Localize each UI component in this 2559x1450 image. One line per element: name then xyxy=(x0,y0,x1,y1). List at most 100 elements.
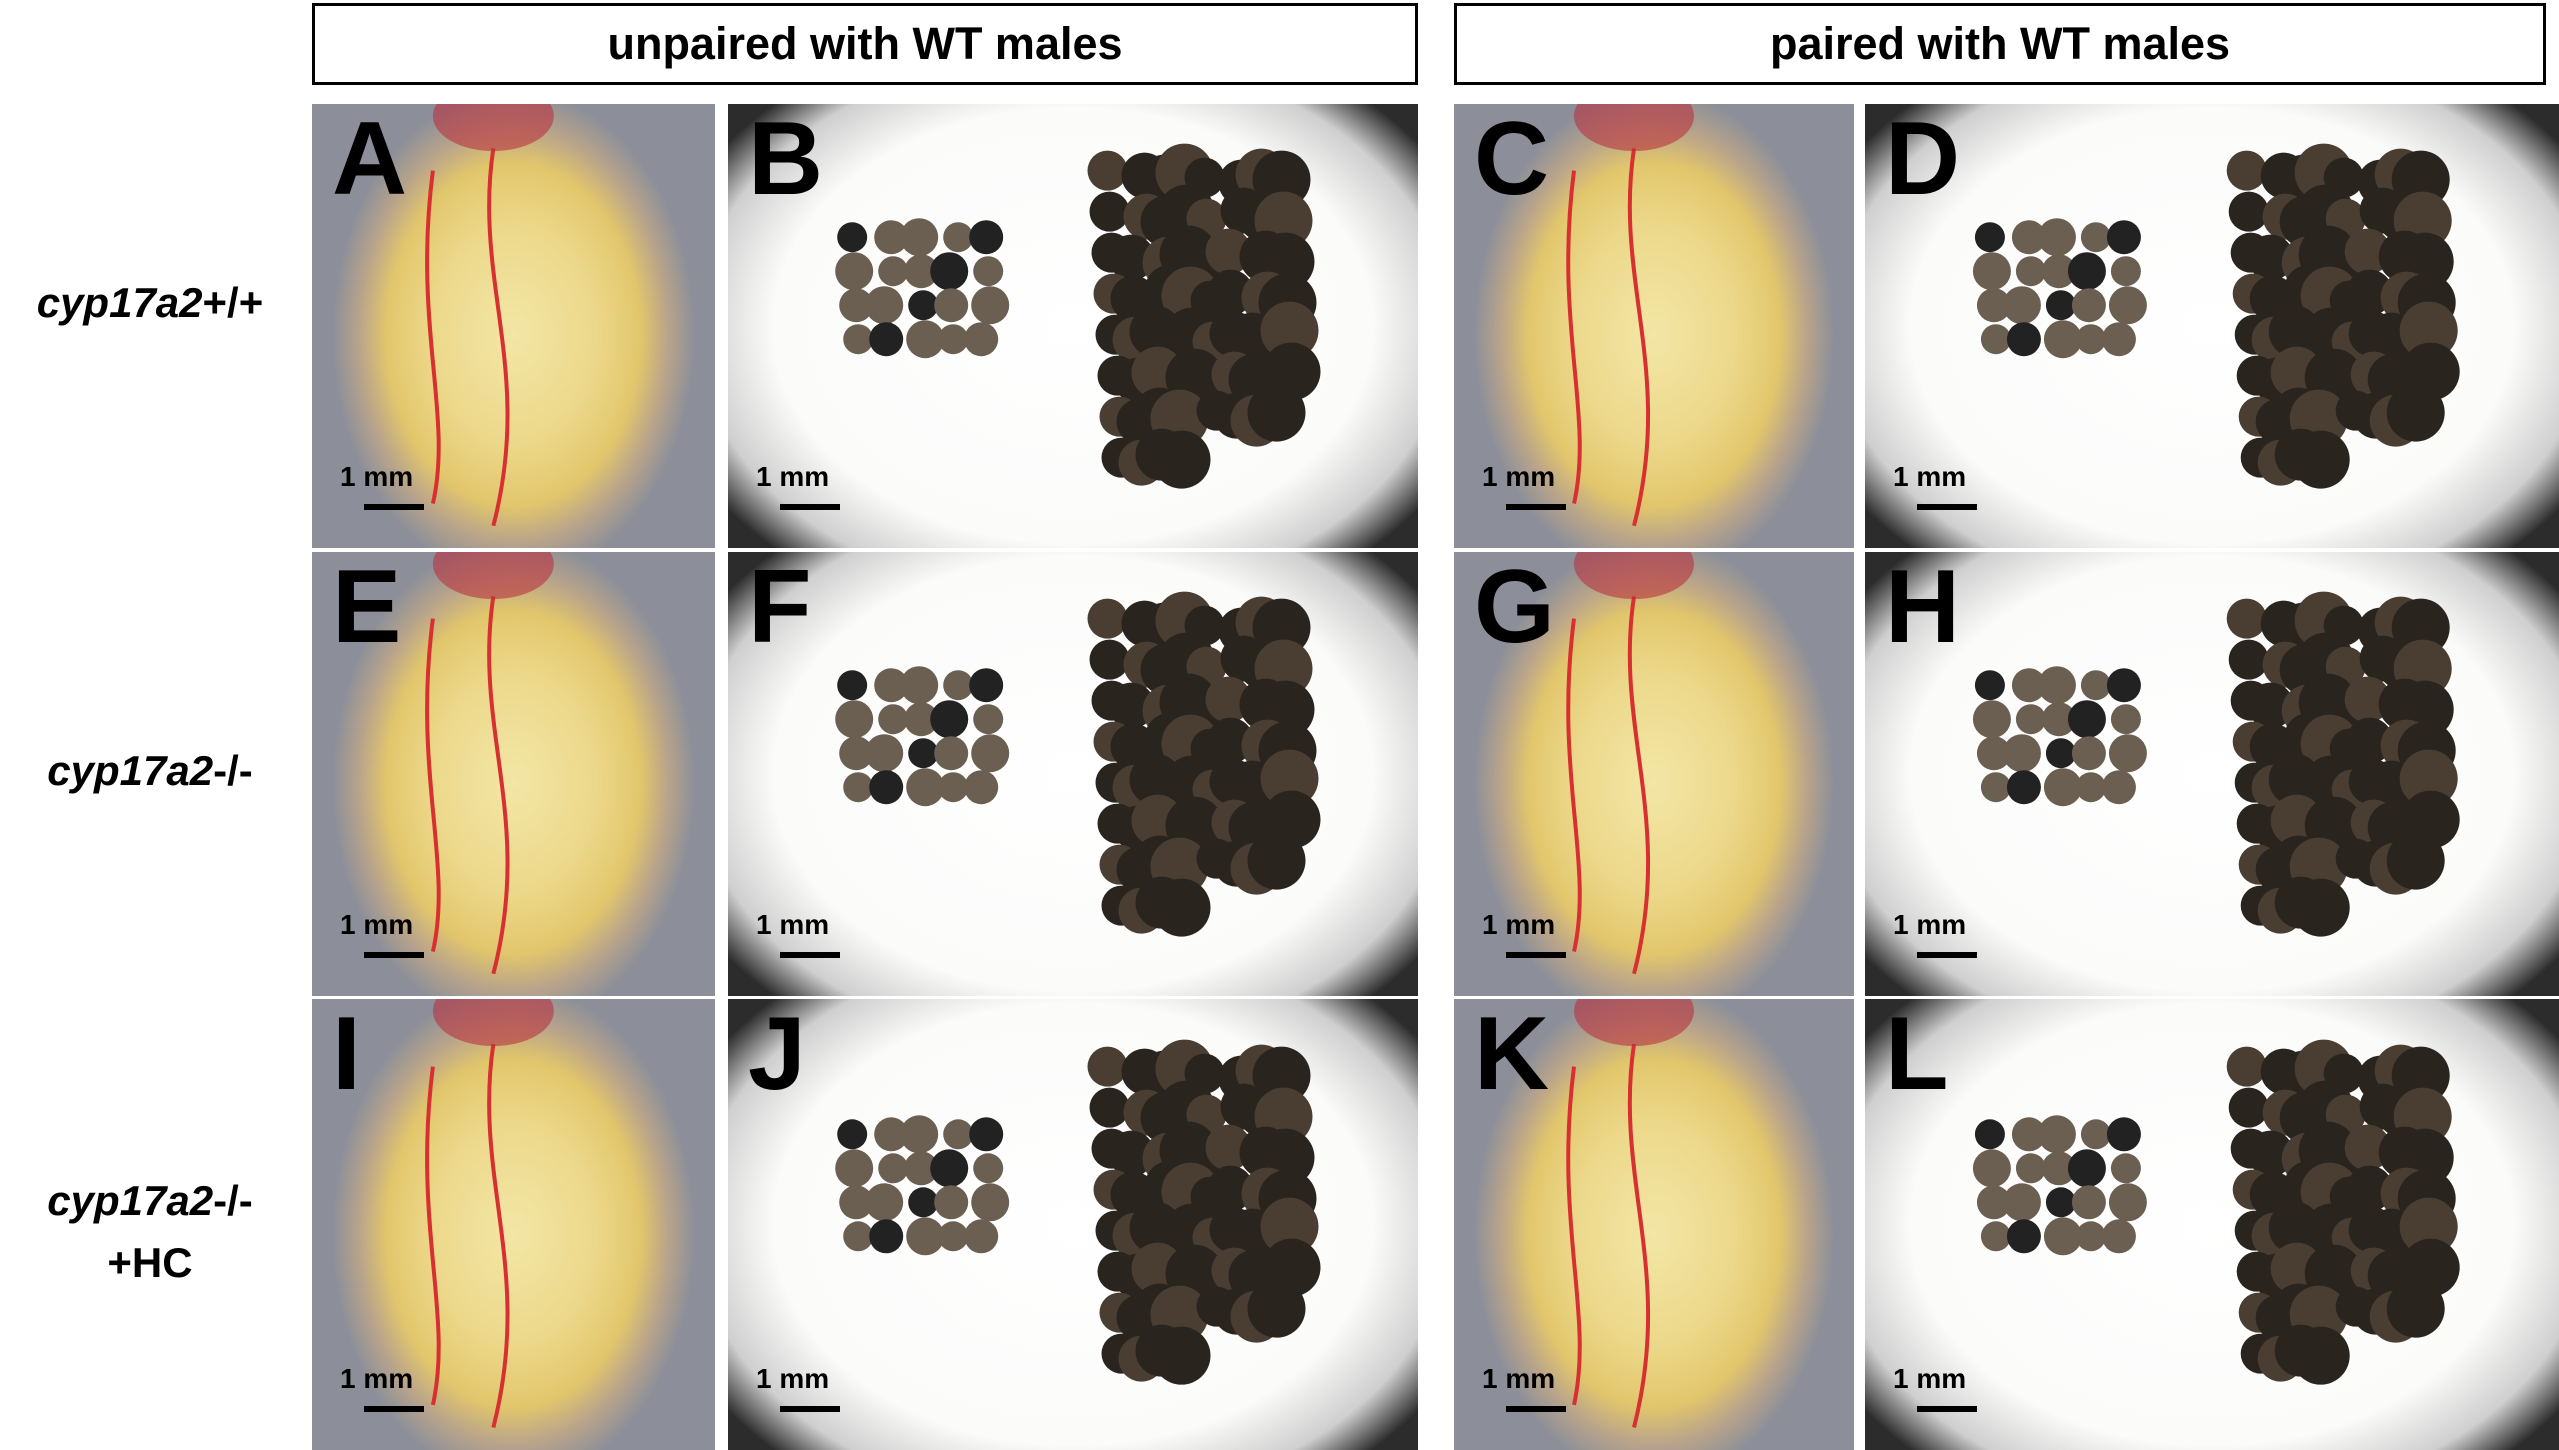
egg-mass xyxy=(2386,1279,2445,1338)
egg-mass xyxy=(2228,1087,2269,1128)
egg-mass xyxy=(2344,228,2391,275)
scale-bar xyxy=(364,504,424,510)
egg xyxy=(2080,1119,2111,1150)
egg xyxy=(930,700,969,739)
egg-mass xyxy=(1260,1197,1319,1256)
egg xyxy=(2043,1217,2082,1256)
egg-photo: L 1 mm xyxy=(1865,999,2559,1450)
scale-bar xyxy=(1506,504,1566,510)
egg xyxy=(2075,324,2106,355)
scale-bar xyxy=(780,504,840,510)
egg xyxy=(837,222,868,253)
row-label: cyp17a2+/+ xyxy=(0,272,300,334)
egg xyxy=(869,770,904,805)
egg xyxy=(969,1117,1004,1152)
scale-label: 1 mm xyxy=(1482,1363,1556,1394)
egg-photo: F 1 mm xyxy=(728,552,1418,996)
egg xyxy=(2015,256,2046,287)
egg xyxy=(2071,288,2106,323)
panel-letter: J xyxy=(748,999,806,1112)
egg xyxy=(969,668,1004,703)
scale-label: 1 mm xyxy=(340,461,414,492)
egg xyxy=(2080,222,2111,253)
egg xyxy=(938,1221,969,1252)
egg xyxy=(839,1185,874,1220)
egg-mass xyxy=(1260,749,1319,808)
egg xyxy=(2037,666,2076,705)
scale-label: 1 mm xyxy=(756,909,830,940)
egg xyxy=(938,324,969,355)
panel-letter: L xyxy=(1885,999,1949,1112)
egg xyxy=(2071,736,2106,771)
egg xyxy=(878,704,909,735)
egg-mass xyxy=(1108,682,1155,729)
tissue xyxy=(432,999,554,1046)
egg xyxy=(2002,734,2041,773)
row-label: cyp17a2-/- +HC xyxy=(0,1170,300,1294)
egg xyxy=(934,288,969,323)
photo-detail xyxy=(1566,104,1694,527)
egg-mass xyxy=(1205,676,1252,723)
egg xyxy=(943,670,974,701)
panel-letter: G xyxy=(1474,552,1555,665)
egg-mass xyxy=(2346,1165,2393,1212)
scale-bar xyxy=(364,952,424,958)
egg-photo: B 1 mm xyxy=(728,104,1418,548)
scale-label: 1 mm xyxy=(756,1363,830,1394)
egg-mass xyxy=(2247,234,2294,281)
egg-mass xyxy=(2228,191,2269,232)
egg xyxy=(900,1115,939,1154)
egg xyxy=(2043,320,2082,359)
egg-mass xyxy=(1108,1130,1155,1177)
egg xyxy=(908,738,939,769)
egg xyxy=(1972,252,2011,291)
egg xyxy=(1974,222,2005,253)
egg-mass xyxy=(2399,1197,2458,1256)
scale-label: 1 mm xyxy=(1893,909,1967,940)
panel-letter: D xyxy=(1885,104,1961,217)
scale-label: 1 mm xyxy=(340,1363,414,1394)
column-header: paired with WT males xyxy=(1454,3,2546,85)
egg xyxy=(835,1149,874,1188)
scale-bar xyxy=(1917,504,1977,510)
panel-letter: F xyxy=(748,552,812,665)
egg-mass xyxy=(1152,878,1211,937)
scale-label: 1 mm xyxy=(1482,909,1556,940)
egg xyxy=(906,768,945,807)
genotype: -/- xyxy=(213,747,253,794)
egg xyxy=(964,1219,999,1254)
blood-vessel xyxy=(425,1043,510,1428)
tissue xyxy=(432,552,554,599)
scale-bar xyxy=(780,952,840,958)
egg xyxy=(934,1185,969,1220)
egg xyxy=(839,288,874,323)
panel-letter: B xyxy=(748,104,824,217)
scale-bar xyxy=(1917,952,1977,958)
genotype: -/- xyxy=(213,1177,253,1224)
egg xyxy=(971,734,1010,773)
genotype: +/+ xyxy=(202,279,264,326)
egg xyxy=(930,252,969,291)
ovary-photo: K 1 mm xyxy=(1454,999,1854,1450)
scale-bar xyxy=(1506,952,1566,958)
tissue xyxy=(1574,999,1694,1046)
egg xyxy=(930,1149,969,1188)
egg xyxy=(2067,1149,2106,1188)
egg xyxy=(906,1217,945,1256)
egg xyxy=(869,322,904,357)
scale-label: 1 mm xyxy=(1893,461,1967,492)
tissue xyxy=(1574,104,1694,151)
panel-letter: E xyxy=(332,552,402,665)
egg xyxy=(1980,324,2011,355)
blood-vessel xyxy=(1566,1043,1650,1428)
egg xyxy=(2037,1115,2076,1154)
egg xyxy=(2006,1219,2041,1254)
egg-mass xyxy=(2247,682,2294,729)
egg xyxy=(938,772,969,803)
egg xyxy=(908,290,939,321)
egg-mass xyxy=(1152,1326,1211,1385)
egg xyxy=(2002,286,2041,325)
photo-detail xyxy=(425,104,554,527)
egg xyxy=(874,220,909,255)
egg xyxy=(2106,668,2141,703)
